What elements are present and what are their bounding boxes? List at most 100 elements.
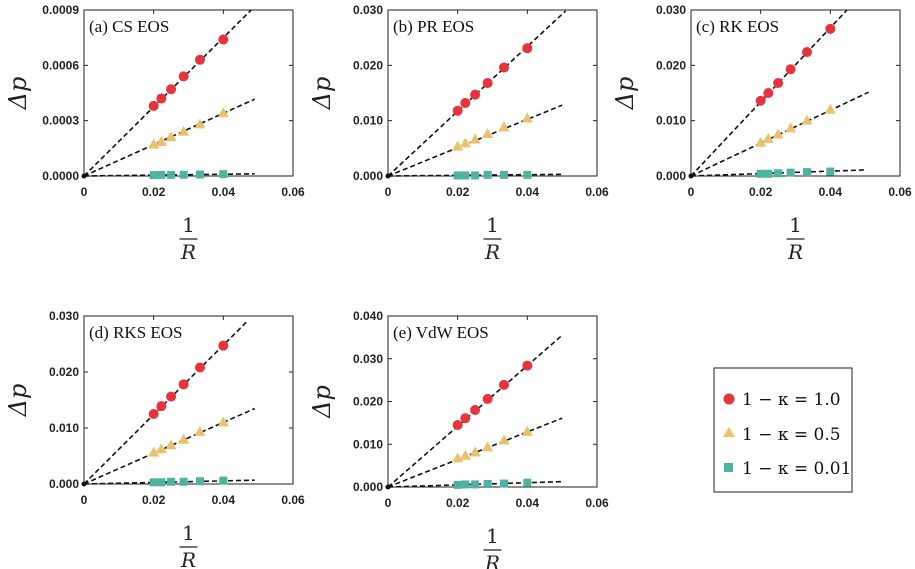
data-point-triangle xyxy=(482,127,494,138)
data-point-square xyxy=(756,169,765,178)
data-point-square xyxy=(167,170,176,179)
x-tick-label: 0.06 xyxy=(281,493,305,507)
legend-marker-circle xyxy=(723,393,735,405)
fit-line-2 xyxy=(387,417,563,488)
fit-line-3 xyxy=(83,173,255,177)
fit-line-2 xyxy=(83,407,256,485)
data-point-circle xyxy=(773,78,784,89)
data-point-square xyxy=(157,170,166,179)
y-tick-label: 0.020 xyxy=(49,365,79,379)
data-point-circle xyxy=(522,360,533,371)
data-point-square xyxy=(483,170,492,179)
origin-point xyxy=(385,484,391,490)
fit-line-3 xyxy=(387,480,563,488)
data-point-circle xyxy=(452,420,463,431)
panel-4: 0.000 0.010 0.020 0.030 0 0.02 0.04 0.06 (d) RKS… xyxy=(4,309,305,569)
x-axis-label-denominator: R xyxy=(180,240,196,264)
legend-label-3: 1 − κ = 0.01 xyxy=(742,459,851,479)
y-tick-label: 0.010 xyxy=(49,421,79,435)
x-tick-label: 0.02 xyxy=(749,185,773,199)
data-point-circle xyxy=(452,105,463,116)
plot-frame xyxy=(83,315,294,485)
data-point-circle xyxy=(825,23,836,34)
origin-point xyxy=(385,173,391,179)
data-point-circle xyxy=(194,362,205,373)
panel-1: 0.0000 0.0003 0.0006 0.0009 0 0.02 0.04 0.06 (a)… xyxy=(4,3,305,264)
data-point-triangle xyxy=(155,443,167,454)
fit-line-3 xyxy=(690,169,866,177)
y-tick-label: 0.010 xyxy=(353,114,383,128)
x-tick-label: 0 xyxy=(688,185,695,199)
x-tick-label: 0.06 xyxy=(585,496,609,510)
x-tick-label: 0.02 xyxy=(446,496,470,510)
data-point-triangle xyxy=(762,132,774,143)
y-axis-label: Δp xyxy=(308,385,336,419)
data-point-triangle xyxy=(155,135,167,146)
data-point-triangle xyxy=(148,446,160,457)
x-axis-label-denominator: R xyxy=(484,240,500,264)
y-tick-label: 0.0009 xyxy=(42,3,79,17)
data-point-triangle xyxy=(824,103,836,114)
x-axis-label-numerator: 1 xyxy=(486,524,499,548)
data-point-circle xyxy=(801,47,812,58)
legend-marker-square xyxy=(724,463,733,472)
data-point-square xyxy=(149,171,158,180)
x-axis-label-numerator: 1 xyxy=(789,213,802,237)
y-tick-label: 0.040 xyxy=(353,309,383,323)
x-axis-label-denominator: R xyxy=(180,548,196,569)
data-point-square xyxy=(453,171,462,180)
data-point-square xyxy=(499,479,508,488)
data-point-square xyxy=(523,478,532,487)
fit-line-3 xyxy=(387,173,563,177)
origin-point xyxy=(81,481,87,487)
data-point-circle xyxy=(498,62,509,73)
data-point-circle xyxy=(218,340,229,351)
panel-title: (d) RKS EOS xyxy=(89,323,183,342)
data-point-circle xyxy=(460,413,471,424)
origin-point xyxy=(81,173,87,179)
data-point-triangle xyxy=(469,133,481,144)
legend-label-2: 1 − κ = 0.5 xyxy=(742,425,841,445)
plot-frame xyxy=(387,9,598,177)
legend: 1 − κ = 1.0 1 − κ = 0.5 1 − κ = 0.01 xyxy=(713,367,853,493)
x-axis-label-numerator: 1 xyxy=(486,213,499,237)
x-tick-label: 0.02 xyxy=(142,185,166,199)
data-point-square xyxy=(461,171,470,180)
data-point-square xyxy=(826,167,835,176)
panel-title: (b) PR EOS xyxy=(393,17,474,36)
legend-marker-triangle xyxy=(723,427,735,437)
y-axis-label: Δp xyxy=(4,77,32,111)
plot-frame xyxy=(83,9,294,177)
y-tick-label: 0.000 xyxy=(49,477,79,491)
data-point-square xyxy=(774,169,783,178)
data-point-circle xyxy=(522,43,533,54)
x-tick-label: 0.06 xyxy=(281,185,305,199)
x-tick-label: 0 xyxy=(81,493,88,507)
data-point-square xyxy=(483,480,492,489)
data-point-square xyxy=(499,170,508,179)
data-point-triangle xyxy=(178,125,190,136)
x-axis-label-numerator: 1 xyxy=(182,213,195,237)
data-point-square xyxy=(786,168,795,177)
x-tick-label: 0.04 xyxy=(212,185,236,199)
data-point-triangle xyxy=(801,114,813,125)
x-tick-label: 0 xyxy=(385,185,392,199)
data-point-square xyxy=(167,477,176,486)
data-point-triangle xyxy=(194,425,206,436)
panel-5: 0.000 0.010 0.020 0.030 0.040 0 0.02 0.04 0.06 (e… xyxy=(308,309,609,569)
data-point-circle xyxy=(166,84,177,95)
data-point-square xyxy=(219,170,228,179)
y-tick-label: 0.030 xyxy=(353,352,383,366)
x-axis-label-denominator: R xyxy=(484,551,500,569)
data-point-square xyxy=(764,169,773,178)
x-tick-label: 0.06 xyxy=(888,185,912,199)
data-point-circle xyxy=(785,64,796,75)
data-point-circle xyxy=(178,379,189,390)
x-tick-label: 0.04 xyxy=(516,185,540,199)
data-point-triangle xyxy=(165,439,177,450)
data-point-triangle xyxy=(469,446,481,457)
data-point-triangle xyxy=(452,452,464,463)
y-tick-label: 0.010 xyxy=(656,114,686,128)
data-point-square xyxy=(453,480,462,489)
